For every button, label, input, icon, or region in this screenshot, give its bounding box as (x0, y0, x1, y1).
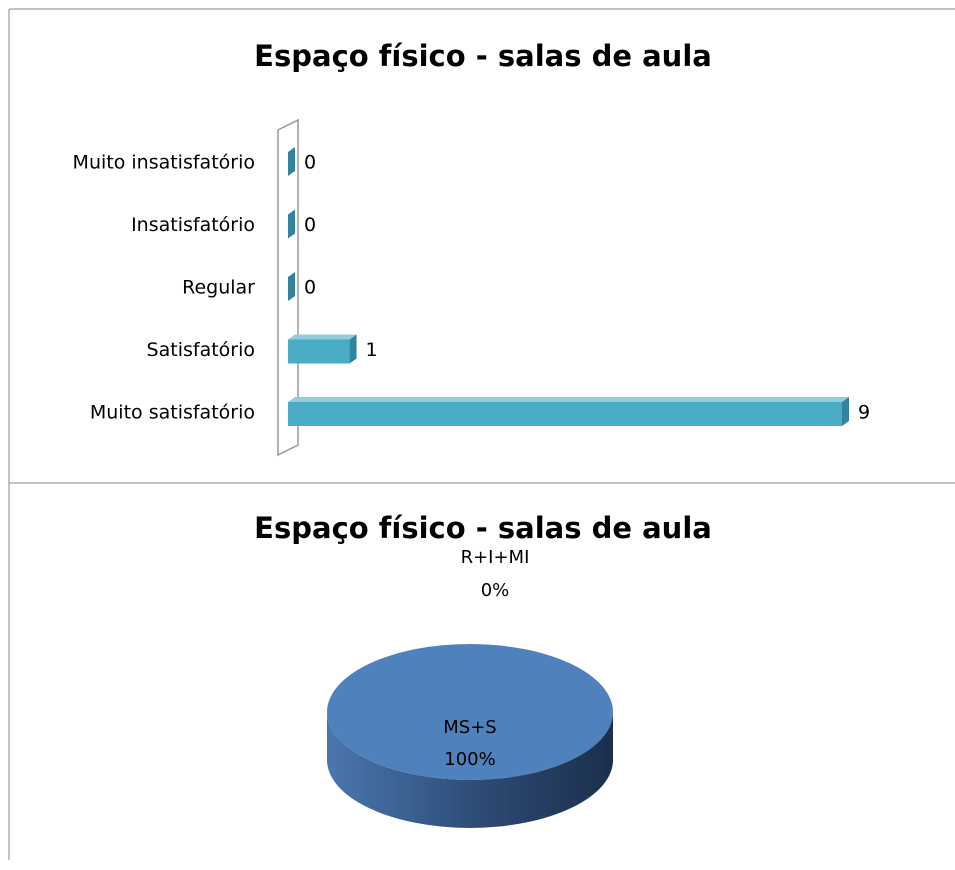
data-label: 100% (444, 749, 495, 770)
data-label: 0 (304, 214, 316, 236)
pie-side (327, 712, 613, 828)
back-wall (277, 118, 299, 457)
bar-side (288, 272, 295, 301)
y-tick-label: Insatisfatório (131, 214, 255, 236)
bar-top (288, 397, 849, 402)
data-label: 0 (304, 277, 316, 299)
slice-label: MS+S (443, 717, 496, 738)
data-label: 0% (481, 580, 510, 601)
y-tick-label: Muito insatisfatório (73, 152, 255, 174)
bar-top (288, 334, 357, 340)
data-label: 1 (366, 339, 378, 361)
y-tick-label: Muito satisfatório (90, 402, 255, 424)
bar (288, 402, 842, 426)
data-label: 9 (858, 402, 870, 424)
y-tick-label: Satisfatório (147, 339, 255, 361)
bar-side (288, 147, 295, 176)
chart-title: Espaço físico - salas de aula (254, 511, 712, 545)
y-tick-label: Regular (182, 277, 255, 299)
pie-slice (327, 644, 613, 780)
bar (288, 339, 350, 364)
chart-title: Espaço físico - salas de aula (254, 39, 712, 73)
bar-side (288, 209, 295, 239)
data-label: 0 (304, 152, 316, 174)
slice-label: R+I+MI (461, 547, 530, 568)
bar-side (349, 334, 357, 364)
bar-side (842, 397, 849, 426)
